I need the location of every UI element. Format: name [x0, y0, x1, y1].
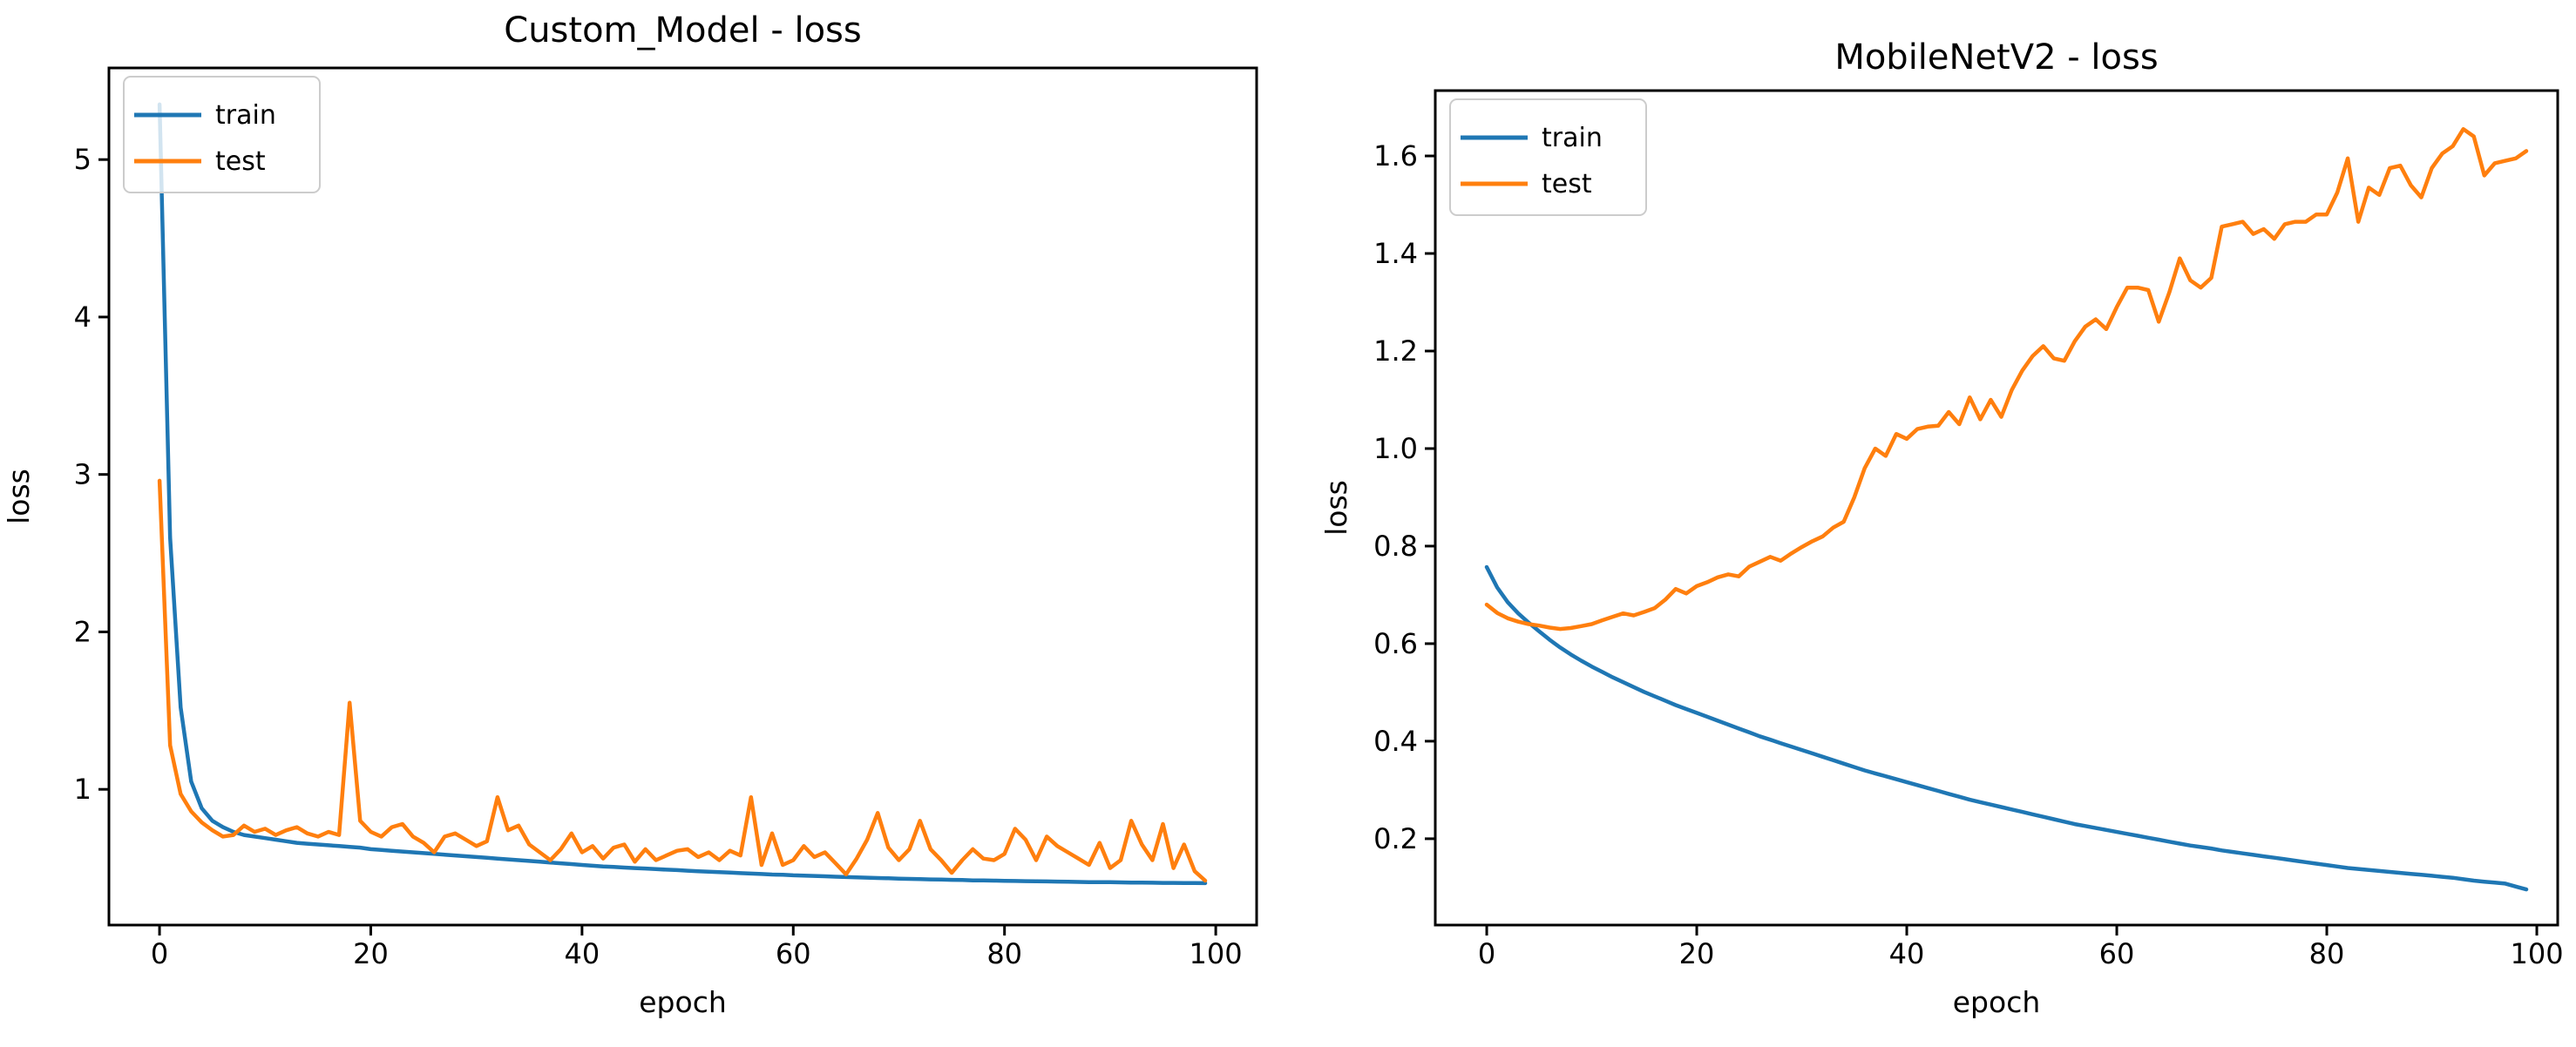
- x-tick-label: 80: [986, 937, 1022, 970]
- y-tick-label: 0.4: [1373, 725, 1418, 758]
- legend-label-train: train: [1542, 123, 1603, 153]
- chart-title: MobileNetV2 - loss: [1834, 37, 2158, 78]
- legend-label-test: test: [215, 146, 266, 177]
- y-axis-label: loss: [2, 469, 36, 524]
- y-axis-label: loss: [1319, 480, 1353, 536]
- x-tick-label: 0: [151, 937, 168, 970]
- x-tick-label: 40: [1889, 937, 1925, 970]
- series-line-test: [1484, 126, 2529, 632]
- y-tick-label: 5: [74, 143, 92, 176]
- y-tick-label: 1.2: [1373, 334, 1418, 368]
- y-tick-label: 4: [74, 301, 92, 334]
- x-tick-label: 100: [2510, 937, 2563, 970]
- y-tick-label: 1: [74, 773, 92, 806]
- x-tick-label: 0: [1478, 937, 1495, 970]
- x-tick-label: 60: [776, 937, 811, 970]
- x-tick-label: 100: [1190, 937, 1243, 970]
- y-tick-label: 1.4: [1373, 237, 1418, 270]
- chart-title: Custom_Model - loss: [504, 10, 861, 51]
- y-tick-label: 3: [74, 458, 92, 491]
- x-tick-label: 80: [2309, 937, 2345, 970]
- x-axis-label: epoch: [1953, 985, 2041, 1019]
- legend: train test: [1449, 98, 1647, 216]
- legend-box: [123, 76, 321, 193]
- plot-border: [1434, 89, 2559, 927]
- chart-custom-model-loss: 0 20 40 60 80 100 1 2 3 4 5 Custom_Model - loss epoc…: [2, 10, 1258, 1019]
- series-line-test: [157, 478, 1208, 883]
- y-tick-label: 0.6: [1373, 627, 1418, 660]
- legend-label-train: train: [215, 100, 276, 131]
- plot-border: [107, 66, 1258, 927]
- x-tick-label: 40: [565, 937, 600, 970]
- y-tick-label: 1.6: [1373, 139, 1418, 172]
- y-tick-label: 1.0: [1373, 432, 1418, 465]
- legend: train test: [123, 76, 321, 193]
- x-tick-label: 20: [1679, 937, 1715, 970]
- series-line-train: [157, 102, 1208, 886]
- y-tick-label: 2: [74, 615, 92, 648]
- y-tick-label: 0.2: [1373, 822, 1418, 855]
- legend-box: [1449, 98, 1647, 216]
- x-tick-label: 20: [353, 937, 389, 970]
- y-tick-label: 0.8: [1373, 530, 1418, 563]
- chart-mobilenetv2-loss: 0 20 40 60 80 100 0.2 0.4 0.6 0.8 1.0 1.2 1.4 1.6 Mobi…: [1319, 37, 2564, 1019]
- x-axis-label: epoch: [639, 985, 727, 1019]
- legend-label-test: test: [1542, 169, 1592, 199]
- x-tick-label: 60: [2099, 937, 2135, 970]
- series-line-train: [1484, 564, 2529, 892]
